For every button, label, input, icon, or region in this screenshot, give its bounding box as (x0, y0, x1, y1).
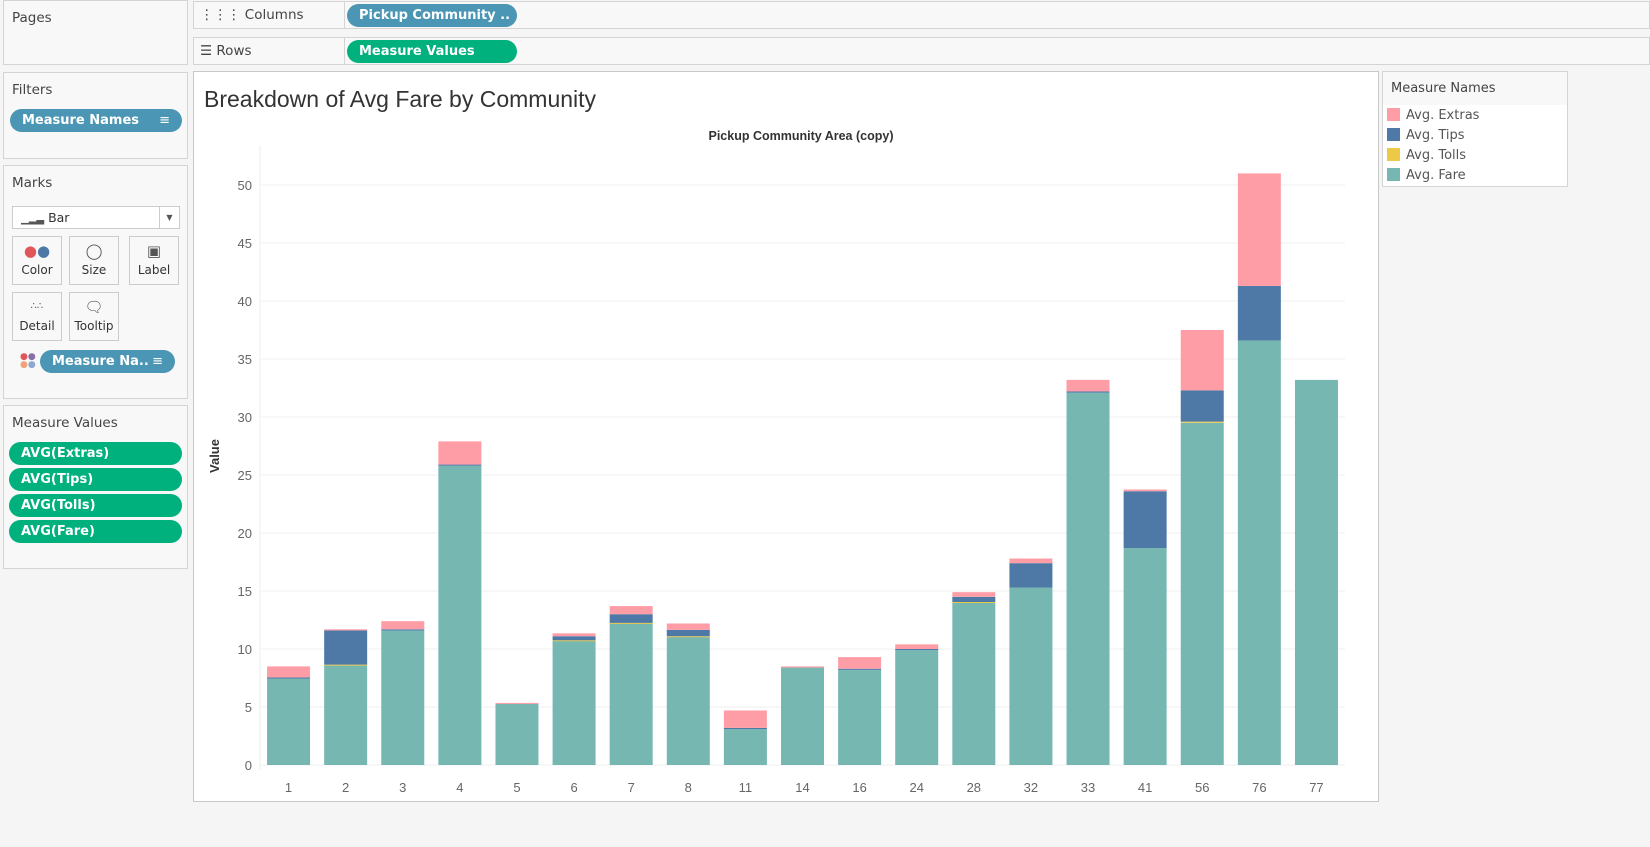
label-icon: ▣ (146, 242, 162, 260)
divider (344, 2, 345, 28)
filter-pill-measure-names[interactable]: Measure Names ≡ (10, 109, 182, 132)
color-label: Color (21, 263, 53, 277)
legend-swatch (1387, 148, 1400, 161)
legend-label: Avg. Tips (1406, 128, 1465, 143)
pages-title: Pages (12, 10, 52, 26)
measure-pill-tips[interactable]: AVG(Tips) (9, 468, 182, 491)
sort-icon: ≡ (159, 113, 170, 128)
measure-values-card: Measure Values AVG(Extras) AVG(Tips) AVG… (3, 405, 188, 569)
size-label: Size (81, 263, 107, 277)
rows-shelf[interactable]: ☰ Rows Measure Values (193, 37, 1650, 65)
measure-pill-tolls[interactable]: AVG(Tolls) (9, 494, 182, 517)
bar-chart-icon: ▁▂▃ (21, 214, 45, 225)
columns-icon: ⋮⋮⋮ (200, 7, 241, 23)
chart-title: Breakdown of Avg Fare by Community (204, 86, 597, 112)
detail-label: Detail (19, 319, 55, 333)
measure-values-title: Measure Values (12, 415, 118, 431)
columns-pill[interactable]: Pickup Community .. (347, 4, 517, 27)
label-button[interactable]: ▣ Label (129, 236, 179, 285)
measure-pill-fare[interactable]: AVG(Fare) (9, 520, 182, 543)
legend-item-fare[interactable]: Avg. Fare (1387, 167, 1466, 185)
legend-label: Avg. Fare (1406, 168, 1466, 183)
color-icon: ●● (23, 242, 51, 260)
rows-icon: ☰ (200, 43, 213, 59)
pill-label: Measure Values (359, 44, 475, 59)
legend-title: Measure Names (1383, 72, 1567, 105)
tooltip-button[interactable]: 🗨 Tooltip (69, 292, 119, 341)
divider (344, 38, 345, 64)
size-icon: ◯ (85, 242, 103, 260)
color-encoding-icon: ●● ●● (20, 352, 36, 370)
detail-icon: ∴∴ (30, 301, 44, 312)
rows-pill[interactable]: Measure Values (347, 40, 517, 63)
marks-title: Marks (12, 175, 53, 191)
color-legend: Measure Names Avg. Extras Avg. Tips Avg.… (1382, 71, 1568, 187)
color-pill-measure-names[interactable]: Measure Na.. ≡ (40, 350, 175, 373)
pill-label: Pickup Community .. (359, 8, 511, 23)
label-label: Label (137, 263, 171, 277)
legend-label: Avg. Extras (1406, 108, 1480, 123)
legend-item-extras[interactable]: Avg. Extras (1387, 107, 1479, 125)
rows-label: ☰ Rows (200, 43, 252, 59)
tooltip-label: Tooltip (74, 319, 114, 333)
filters-title: Filters (12, 82, 53, 98)
legend-item-tolls[interactable]: Avg. Tolls (1387, 147, 1466, 165)
legend-swatch (1387, 168, 1400, 181)
tooltip-icon: 🗨 (84, 298, 104, 316)
mark-type-label: Bar (48, 210, 70, 225)
chart-pane: Breakdown of Avg Fare by Community (193, 71, 1379, 802)
filters-card: Filters Measure Names ≡ (3, 72, 188, 159)
legend-item-tips[interactable]: Avg. Tips (1387, 127, 1465, 145)
pill-label: AVG(Tips) (21, 472, 94, 487)
chevron-down-icon: ▼ (159, 207, 179, 228)
color-button[interactable]: ●● Color (12, 236, 62, 285)
mark-type-dropdown[interactable]: ▁▂▃ Bar ▼ (12, 206, 180, 229)
legend-swatch (1387, 108, 1400, 121)
legend-label: Avg. Tolls (1406, 148, 1467, 163)
columns-shelf[interactable]: ⋮⋮⋮ Columns Pickup Community .. (193, 1, 1650, 29)
pill-label: AVG(Tolls) (21, 498, 96, 513)
measure-pill-extras[interactable]: AVG(Extras) (9, 442, 182, 465)
pill-label: AVG(Extras) (21, 446, 110, 461)
legend-swatch (1387, 128, 1400, 141)
marks-card: Marks ▁▂▃ Bar ▼ ●● Color ◯ Size ▣ Label ∴∴ D… (3, 165, 188, 399)
pages-card: Pages (3, 0, 188, 65)
sort-icon: ≡ (152, 354, 163, 369)
color-pill-label: Measure Na.. (52, 354, 149, 369)
pill-label: AVG(Fare) (21, 524, 95, 539)
size-button[interactable]: ◯ Size (69, 236, 119, 285)
filter-pill-label: Measure Names (22, 113, 140, 128)
detail-button[interactable]: ∴∴ Detail (12, 292, 62, 341)
columns-label: ⋮⋮⋮ Columns (200, 7, 304, 23)
